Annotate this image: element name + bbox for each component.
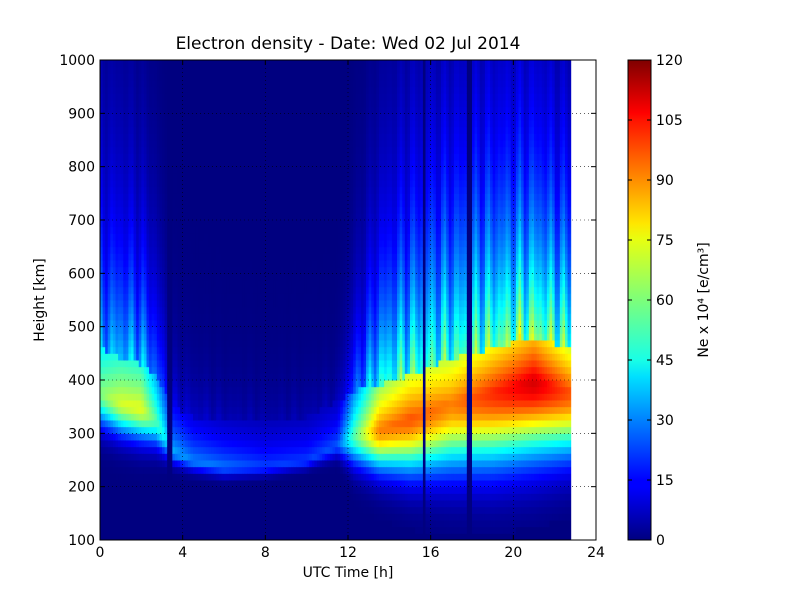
chart-title: Electron density - Date: Wed 02 Jul 2014 xyxy=(176,34,521,54)
